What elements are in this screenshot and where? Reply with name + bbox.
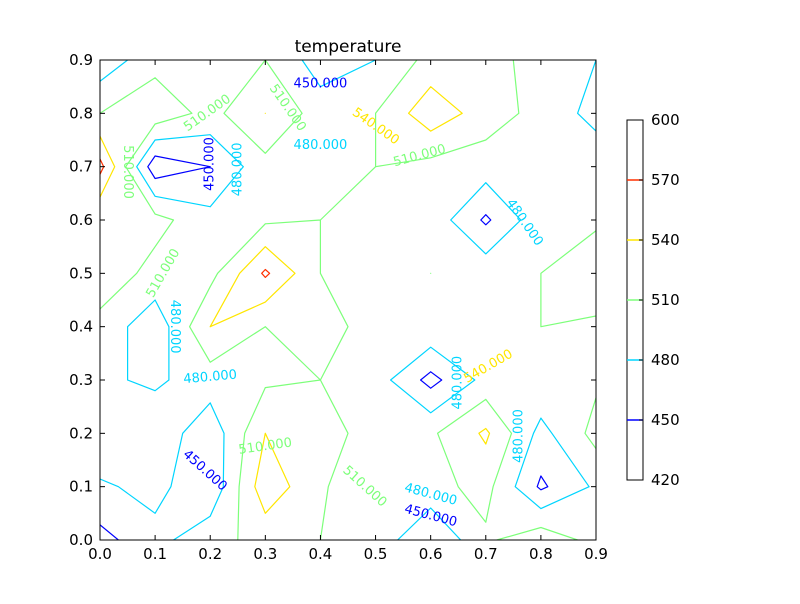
y-tick-label: 0.5: [69, 264, 93, 282]
y-tick-label: 0.6: [69, 211, 93, 229]
colorbar-tick-label: 600: [651, 111, 680, 129]
axes: 0.0 0.1 0.2 0.3 0.4 0.5 0.6 0.7 0.8 0.9 0.0 0.1 0.2 0…: [69, 51, 608, 563]
x-tick-label: 0.5: [364, 545, 388, 563]
x-tick-label: 0.4: [309, 545, 333, 563]
plot-frame: [99, 59, 597, 541]
x-tick-label: 0.8: [529, 545, 553, 563]
y-tick-label: 0.4: [69, 318, 93, 336]
contour-label: 480.000: [511, 409, 526, 463]
contour-lines: [100, 60, 596, 540]
x-tick-label: 0.1: [143, 545, 167, 563]
contour-label: 450.000: [294, 77, 348, 92]
y-tick-label: 0.3: [69, 371, 93, 389]
contour-line-480: [100, 60, 596, 540]
x-tick-label: 0.2: [198, 545, 222, 563]
contour-line-540: [100, 86, 491, 514]
y-tick-label: 0.8: [69, 104, 93, 122]
x-tick-label: 0.0: [88, 545, 112, 563]
y-tick-label: 0.7: [69, 158, 93, 176]
colorbar-tick-label: 450: [651, 411, 680, 429]
contour-label: 480.000: [451, 356, 466, 410]
contour-line-510: [100, 60, 596, 540]
y-tick-label: 0.2: [69, 424, 93, 442]
contour-label: 480.000: [167, 300, 182, 354]
colorbar-tick-label: 420: [651, 471, 680, 489]
colorbar-tick-label: 480: [651, 351, 680, 369]
colorbar-tick-label: 540: [651, 231, 680, 249]
colorbar-tick-label: 510: [651, 291, 680, 309]
contour-label: 510.000: [120, 145, 135, 199]
x-tick-label: 0.7: [474, 545, 498, 563]
y-tick-label: 0.9: [69, 51, 93, 69]
contour-label: 450.000: [203, 137, 218, 191]
x-tick-label: 0.6: [419, 545, 443, 563]
y-tick-label: 0.0: [69, 531, 93, 549]
colorbar-tick-label: 570: [651, 171, 680, 189]
contour-line-570: [100, 158, 271, 278]
contour-label: 480.000: [294, 138, 348, 153]
contour-line-450: [100, 155, 549, 540]
contour-label: 480.000: [230, 142, 245, 196]
colorbar: 420 450 480 510 540 570 600: [626, 111, 680, 489]
x-tick-label: 0.3: [253, 545, 277, 563]
contour-label: 510.000: [238, 435, 293, 457]
chart-title: temperature: [295, 37, 402, 57]
x-tick-label: 0.9: [584, 545, 608, 563]
y-tick-label: 0.1: [69, 478, 93, 496]
contour-label: 480.000: [183, 368, 238, 388]
